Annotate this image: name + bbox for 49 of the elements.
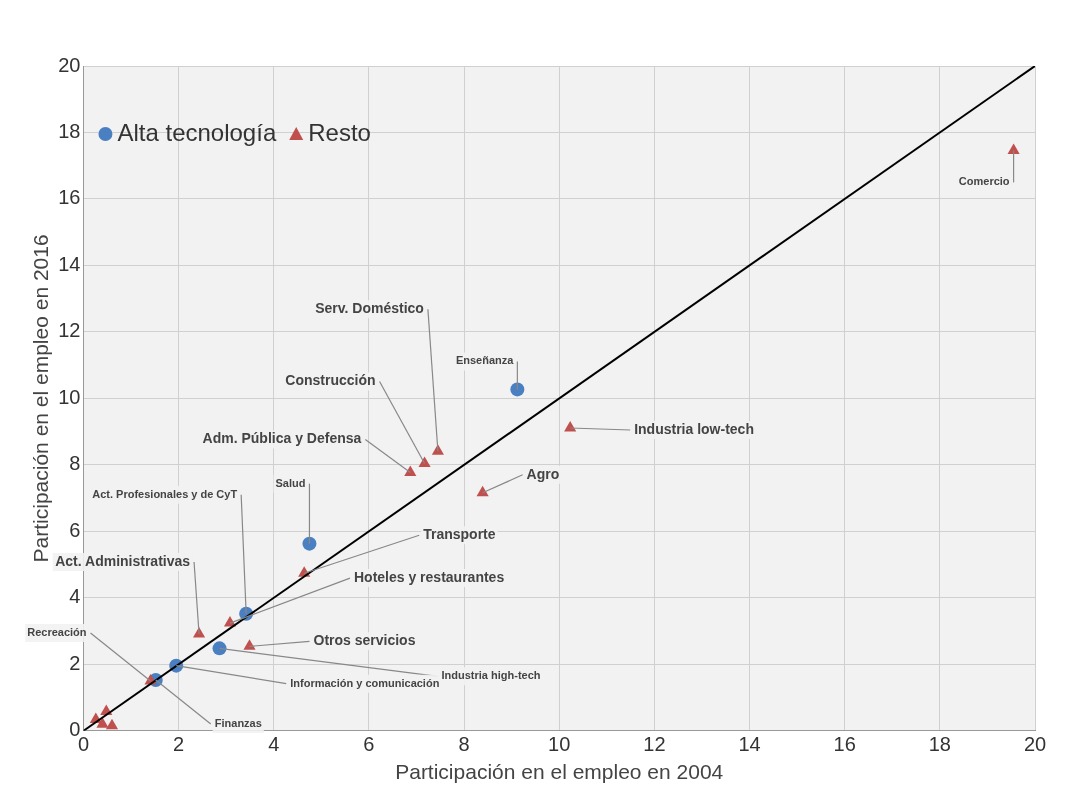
annotation: Serv. Doméstico — [315, 300, 424, 317]
annotation: Comercio — [958, 175, 1010, 188]
x-tick-label: 16 — [833, 733, 856, 756]
y-tick-label: 18 — [58, 120, 81, 142]
y-axis-title: Participación en el empleo en 2016 — [29, 234, 53, 563]
annotation: Adm. Pública y Defensa — [202, 430, 362, 447]
x-tick-label: 2 — [173, 733, 185, 756]
annotation: Industria low-tech — [634, 420, 754, 437]
annotation: Recreación — [27, 625, 87, 638]
x-tick-label: 4 — [268, 733, 280, 756]
annotation: Finanzas — [214, 716, 262, 729]
y-tick-label: 6 — [69, 518, 81, 541]
point — [243, 639, 256, 650]
annotation: Agro — [526, 465, 560, 482]
x-axis-title: Participación en el empleo en 2004 — [395, 760, 724, 784]
y-tick-label: 12 — [58, 319, 81, 342]
point — [96, 717, 109, 728]
point — [1007, 143, 1020, 154]
annotation: Transporte — [423, 526, 496, 543]
point — [212, 641, 227, 656]
x-tick-label: 8 — [458, 733, 470, 756]
x-tick-label: 14 — [738, 733, 761, 756]
annotation: Información y comunicación — [290, 676, 440, 689]
y-tick-label: 10 — [58, 385, 81, 408]
y-tick-label: 14 — [58, 252, 81, 275]
point — [510, 382, 525, 397]
x-tick-label: 18 — [928, 733, 951, 756]
y-tick-label: 8 — [69, 452, 81, 475]
y-tick-label: 20 — [58, 53, 81, 76]
annotation: Construcción — [285, 372, 376, 389]
point — [302, 536, 317, 551]
x-tick-label: 20 — [1023, 733, 1047, 756]
annotation: Enseñanza — [455, 354, 515, 367]
annotation: Otros servicios — [313, 632, 416, 649]
legend-label: Resto — [308, 118, 371, 146]
point — [105, 718, 119, 730]
y-tick-label: 4 — [69, 585, 81, 608]
annotation: Salud — [275, 476, 306, 489]
point — [431, 444, 444, 455]
legend-label: Alta tecnología — [117, 118, 277, 146]
y-tick-label: 16 — [58, 186, 81, 209]
x-tick-label: 12 — [643, 733, 666, 756]
annotation: Industria high-tech — [441, 669, 541, 682]
annotation: Act. Profesionales y de CyT — [92, 487, 238, 500]
x-tick-label: 10 — [548, 733, 571, 756]
annotation: Act. Administrativas — [55, 552, 191, 569]
x-tick-label: 6 — [363, 733, 375, 756]
y-tick-label: 2 — [69, 651, 81, 674]
annotation: Hoteles y restaurantes — [353, 568, 505, 585]
